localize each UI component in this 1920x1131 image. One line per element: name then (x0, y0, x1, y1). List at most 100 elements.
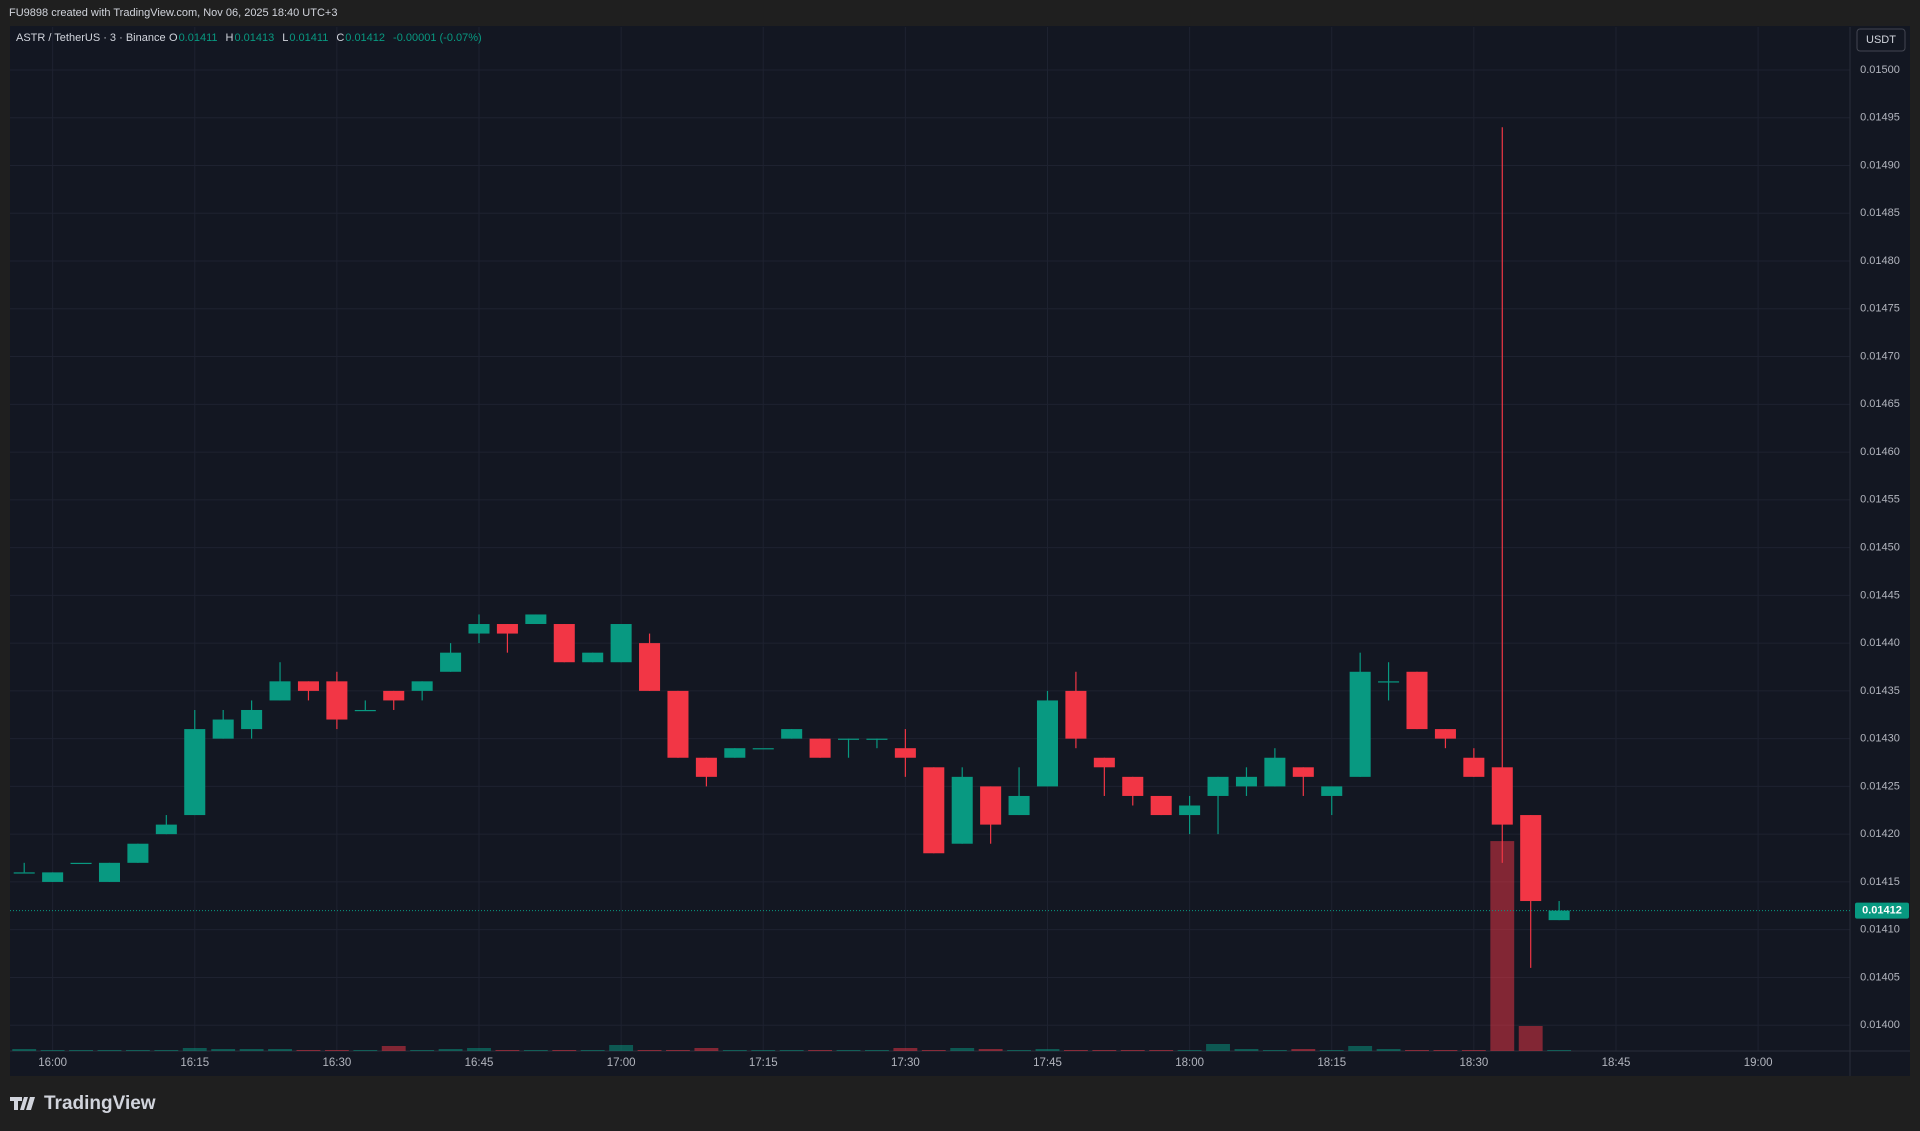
x-tick-label: 16:30 (322, 1057, 351, 1069)
volume-bar (268, 1049, 292, 1051)
legend-key: L (282, 32, 288, 44)
y-tick-label: 0.01495 (1860, 112, 1900, 124)
y-tick-label: 0.01425 (1860, 780, 1900, 792)
y-tick-label: 0.01455 (1860, 494, 1900, 506)
plot (10, 27, 1910, 1076)
volume-bar (125, 1050, 150, 1051)
x-tick-label: 19:00 (1744, 1057, 1773, 1069)
volume-bar (751, 1050, 776, 1051)
legend-key: O (169, 32, 178, 44)
y-tick-label: 0.01410 (1860, 924, 1900, 936)
volume-bar (808, 1050, 833, 1051)
x-tick-label: 18:15 (1317, 1057, 1346, 1069)
volume-bar (1490, 841, 1515, 1051)
candle-body (951, 776, 973, 844)
volume-bar (495, 1050, 520, 1051)
candle-body (582, 652, 604, 663)
candle-body (354, 709, 376, 712)
candle-body (639, 643, 661, 691)
volume-bar (1007, 1050, 1032, 1051)
candle-body (667, 690, 689, 758)
volume-bar (523, 1050, 548, 1051)
y-tick-label: 0.01445 (1860, 589, 1900, 601)
y-tick-label: 0.01405 (1860, 971, 1900, 983)
legend-value: 0.01411 (289, 32, 328, 44)
x-tick-label: 17:30 (891, 1057, 920, 1069)
candle-body (155, 824, 177, 835)
currency-box[interactable] (1856, 28, 1906, 52)
x-tick-label: 17:15 (749, 1057, 778, 1069)
candle-body (297, 681, 319, 691)
y-tick-label: 0.01400 (1860, 1019, 1900, 1031)
candle-body (127, 843, 149, 863)
x-tick-label: 18:00 (1175, 1057, 1204, 1069)
y-tick-label: 0.01440 (1860, 637, 1900, 649)
volume-bar (1348, 1046, 1373, 1051)
brand: TradingView (44, 1093, 156, 1114)
candle-body (1463, 757, 1485, 777)
x-tick-label: 16:00 (38, 1057, 67, 1069)
currency[interactable]: USDT (1866, 34, 1896, 46)
y-tick-label: 0.01415 (1860, 876, 1900, 888)
candle-body (1065, 690, 1087, 739)
legend-value: 0.01413 (234, 32, 274, 44)
x-tick-label: 17:45 (1033, 1057, 1062, 1069)
volume-bar (580, 1050, 605, 1051)
y-tick-label: 0.01470 (1860, 350, 1900, 362)
volume-bar (722, 1050, 747, 1051)
candle-body (1349, 671, 1371, 777)
volume-bar (609, 1045, 634, 1051)
volume-bar (154, 1050, 179, 1051)
candle-body (496, 624, 518, 634)
volume-bar (1035, 1049, 1060, 1051)
volume-bar (950, 1048, 975, 1051)
candle-body (1520, 815, 1542, 902)
volume-bar (410, 1050, 435, 1051)
x-tick-label: 17:00 (607, 1057, 636, 1069)
candle-body (98, 862, 121, 882)
candle-body (923, 767, 945, 854)
y-tick-label: 0.01430 (1860, 733, 1900, 745)
volume-bar (69, 1050, 93, 1051)
volume-bar (438, 1049, 463, 1051)
y-tick-label: 0.01465 (1860, 398, 1900, 410)
candle-body (1378, 681, 1400, 683)
candle-body (809, 738, 831, 758)
y-tick-label: 0.01435 (1860, 685, 1900, 697)
chart-panel (10, 26, 1910, 1076)
volume-bar (1177, 1050, 1202, 1051)
candle-body (1292, 767, 1314, 777)
y-tick-label: 0.01480 (1860, 255, 1900, 267)
volume-bar (1120, 1050, 1145, 1051)
volume-bar (552, 1050, 577, 1051)
header-text: FU9898 created with TradingView.com, Nov… (9, 7, 337, 19)
candle-body (411, 681, 433, 691)
volume-bar (694, 1048, 719, 1051)
candle-body (781, 729, 803, 739)
logo: TradingView (10, 1093, 156, 1114)
candle-body (866, 738, 888, 740)
symbol: ASTR / TetherUS · 3 · Binance (16, 32, 166, 44)
volume-bar (921, 1050, 946, 1051)
candle-body (1179, 805, 1201, 816)
volume-bar (97, 1050, 122, 1051)
candle-body (695, 757, 717, 777)
volume-bar (666, 1050, 690, 1051)
candle-body (1434, 729, 1456, 739)
volume-bar (296, 1050, 321, 1051)
candle-body (525, 614, 547, 625)
volume-bar (1092, 1050, 1117, 1051)
candle-body (1036, 700, 1059, 787)
candle-body (894, 748, 916, 758)
volume-bar (12, 1049, 37, 1051)
volume-bar (381, 1046, 406, 1051)
y-tick-label: 0.01475 (1860, 303, 1900, 315)
last-price-label: 0.01412 (1862, 904, 1902, 916)
volume-bar (1547, 1050, 1572, 1051)
candle-body (1207, 776, 1229, 796)
volume-bar (1262, 1050, 1287, 1051)
candle-body (326, 681, 348, 720)
candle-body (1264, 757, 1286, 787)
